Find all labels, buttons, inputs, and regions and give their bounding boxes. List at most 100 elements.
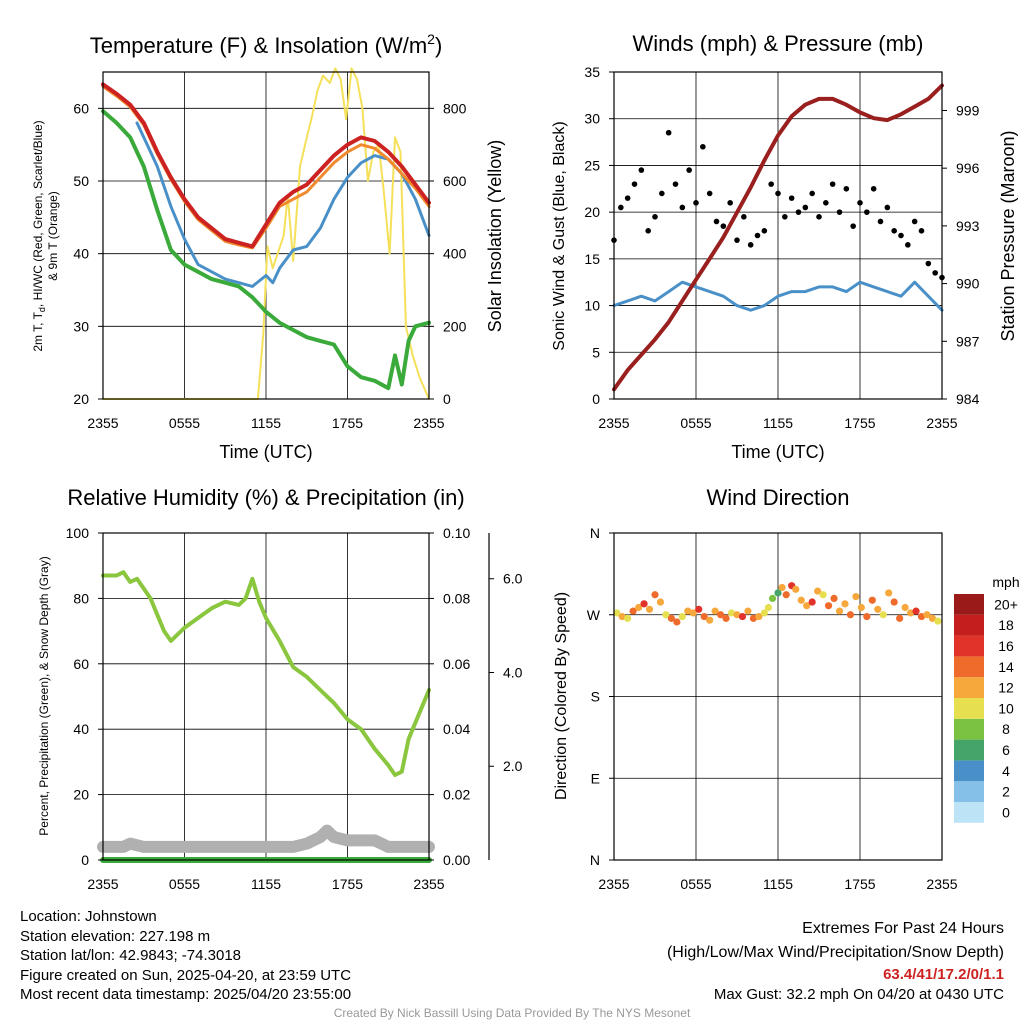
direction-point: [917, 612, 926, 621]
temperature-x-ticks: 2355 0555 1155 1755 2355: [87, 415, 444, 431]
x-tick-label: 1155: [763, 876, 793, 892]
direction-point: [808, 598, 816, 606]
temperature-x-label: Time (UTC): [219, 442, 312, 462]
direction-point: [885, 589, 893, 597]
gust-point: [932, 270, 938, 276]
y2-tick-label: 999: [956, 102, 980, 118]
direction-grid: [613, 532, 943, 861]
temperature-y2-label: Solar Insolation (Yellow): [485, 140, 505, 332]
direction-point: [863, 612, 871, 621]
gust-point: [624, 195, 631, 201]
gust-point: [870, 185, 877, 192]
direction-y-label: Direction (Colored By Speed): [553, 592, 570, 800]
winds-y-ticks: 0 5 10 15 20 25 30 35: [584, 64, 614, 407]
max-gust: Max Gust: 32.2 mph On 04/20 at 0430 UTC: [713, 986, 1004, 1003]
direction-point: [727, 609, 736, 617]
direction-point: [711, 607, 719, 615]
y2-tick-label: 0.06: [443, 656, 470, 672]
y2-tick-label: 600: [443, 173, 467, 189]
y2-tick-label: 996: [956, 160, 980, 176]
extremes-box: Extremes For Past 24 Hours (High/Low/Max…: [667, 917, 1004, 1005]
temperature-y-ticks: 20 30 40 50 60: [73, 100, 103, 407]
gust-point: [809, 190, 815, 197]
x-tick-label: 1755: [332, 415, 363, 431]
direction-point: [879, 611, 887, 619]
gust-point: [925, 260, 932, 267]
colorbar-label: 10: [998, 700, 1014, 716]
colorbar-swatch: [954, 760, 984, 782]
temperature-y-label-line2: & 9m T (Orange): [46, 191, 60, 281]
direction-point: [755, 612, 763, 621]
direction-point: [673, 618, 681, 626]
gust-point: [693, 200, 699, 206]
y2-tick-label: 984: [956, 391, 980, 407]
gust-point: [884, 204, 891, 211]
gust-point: [734, 237, 740, 243]
direction-point: [890, 598, 898, 606]
sustained-wind-line: [612, 280, 944, 312]
snow-tick-label: 6.0: [503, 571, 523, 587]
colorbar-swatch: [954, 698, 984, 719]
gust-point: [686, 167, 692, 173]
y2-tick-label: 0.00: [443, 852, 470, 868]
y-tick-label: 40: [73, 246, 89, 262]
temperature-lines: [101, 67, 431, 400]
colorbar-label: 6: [1002, 742, 1010, 758]
snow-tick-label: 2.0: [503, 758, 523, 774]
x-tick-label: 2355: [926, 876, 957, 892]
direction-point: [841, 600, 849, 608]
direction-point: [846, 611, 855, 619]
winds-title: Winds (mph) & Pressure (mb): [633, 31, 924, 56]
y2-tick-label: 987: [956, 333, 980, 349]
gust-point: [679, 204, 686, 211]
direction-point: [792, 585, 800, 593]
direction-point: [678, 612, 686, 621]
colorbar-label: 14: [998, 659, 1014, 675]
gust-point: [788, 195, 795, 201]
gust-point: [918, 228, 925, 234]
y-tick-label: 0: [592, 391, 600, 407]
colorbar-swatch: [954, 635, 984, 657]
gust-point: [802, 204, 809, 211]
direction-point: [618, 612, 626, 621]
temperature-y2-ticks: 0 200 400 600 800: [429, 100, 467, 407]
x-tick-label: 2355: [87, 415, 118, 431]
gust-point: [891, 228, 897, 234]
x-tick-label: 1155: [251, 876, 281, 892]
direction-point: [857, 603, 865, 612]
extremes-title: Extremes For Past 24 Hours: [802, 920, 1004, 937]
direction-point: [722, 614, 730, 622]
direction-point: [700, 612, 708, 621]
colorbar-label: 18: [998, 617, 1014, 633]
colorbar-swatch: [954, 677, 984, 698]
direction-point: [814, 587, 822, 595]
y-tick-label: 50: [73, 173, 89, 189]
y-tick-label: 35: [584, 64, 600, 80]
direction-panel: Wind Direction 2355 0555 1155 1755 2355 N W S E…: [553, 485, 1020, 892]
gust-point: [905, 242, 911, 248]
winds-frame: [613, 71, 943, 400]
colorbar-swatch: [954, 614, 984, 636]
colorbar-swatch: [954, 802, 984, 823]
colorbar-label: 16: [998, 638, 1014, 654]
gust-point: [727, 200, 733, 206]
pressure-line: [612, 83, 944, 392]
humidity-x-ticks: 2355 0555 1155 1755 2355: [87, 876, 444, 892]
y-tick-label: 20: [73, 391, 89, 407]
direction-point: [923, 611, 931, 619]
gust-point: [836, 209, 843, 215]
gust-point: [857, 200, 863, 206]
winds-y2-ticks: 984 987 990 993 996 999: [942, 102, 980, 407]
colorbar-label: 2: [1002, 784, 1010, 800]
colorbar-label: 20+: [994, 596, 1018, 612]
temperature-frame: [102, 71, 430, 400]
extremes-values: 63.4/41/17.2/0/1.1: [883, 966, 1004, 983]
gust-point: [720, 223, 727, 229]
direction-point: [733, 611, 741, 619]
direction-point: [797, 596, 805, 604]
direction-y-ticks: N W S E N: [587, 525, 614, 868]
station-info: Location: Johnstown Station elevation: 2…: [20, 907, 351, 1005]
colorbar-swatch: [954, 718, 984, 740]
gust-point: [768, 181, 774, 187]
